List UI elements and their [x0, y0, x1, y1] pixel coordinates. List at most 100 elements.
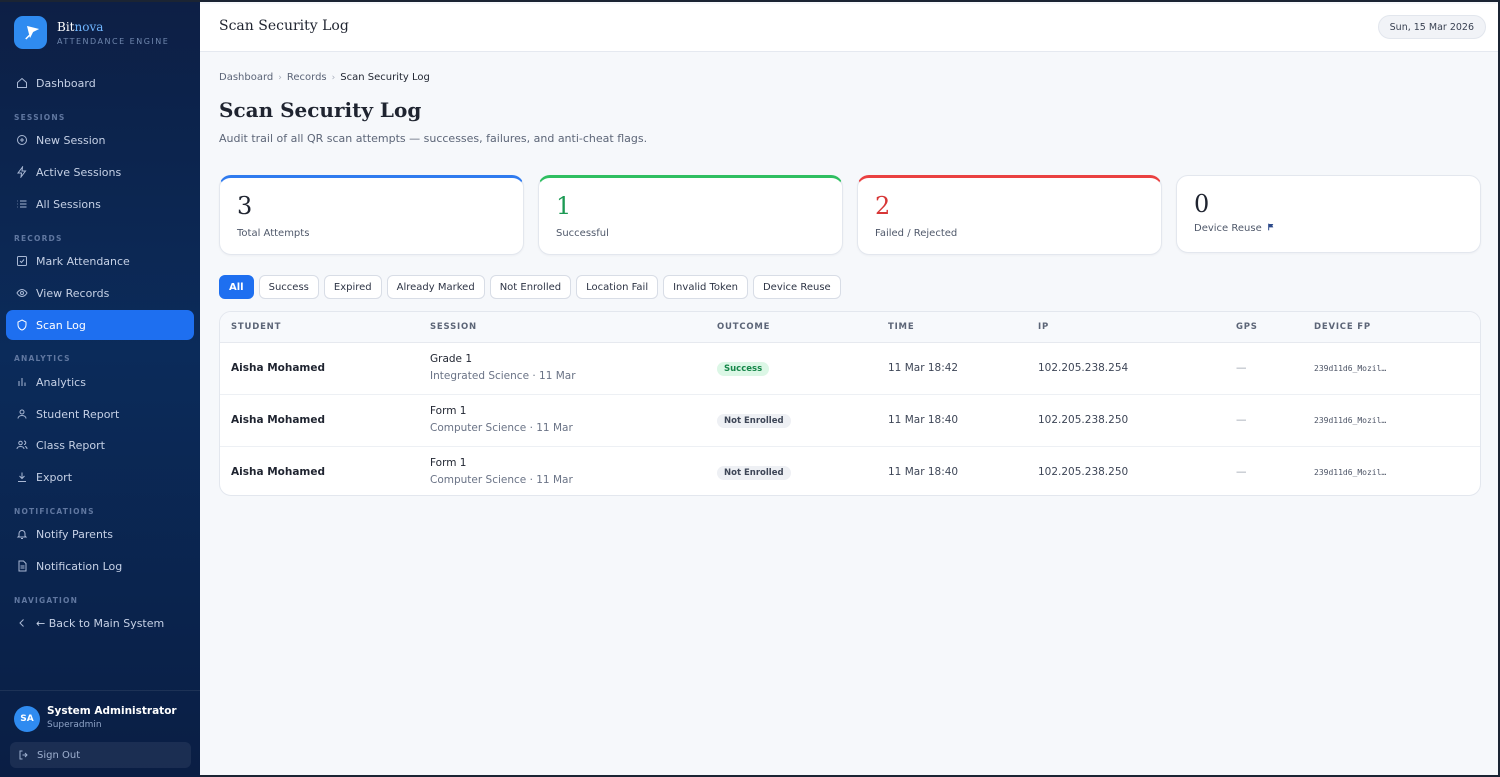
section-analytics: ANALYTICS: [14, 354, 71, 363]
user-role: Superadmin: [47, 720, 102, 730]
column-header-gps[interactable]: GPS: [1236, 322, 1258, 332]
top-bar-title: Scan Security Log: [219, 18, 349, 34]
home-icon: [15, 76, 29, 90]
cell-student: Aisha Mohamed: [231, 466, 325, 478]
stat-label: Successful: [556, 228, 609, 239]
cell-session-detail: Computer Science · 11 Mar: [430, 474, 573, 486]
sidebar-item-notify-parents[interactable]: Notify Parents: [6, 519, 194, 549]
sidebar-item-active-sessions[interactable]: Active Sessions: [6, 157, 194, 187]
table-row[interactable]: Aisha Mohamed Grade 1 Integrated Science…: [220, 343, 1480, 395]
column-header-session[interactable]: SESSION: [430, 322, 477, 332]
filter-location-fail[interactable]: Location Fail: [576, 275, 659, 299]
brand[interactable]: Bitnova ATTENDANCE ENGINE: [14, 16, 169, 49]
sidebar-item-label: Notify Parents: [36, 527, 113, 541]
table-row[interactable]: Aisha Mohamed Form 1 Computer Science · …: [220, 447, 1480, 495]
stat-value: 1: [556, 192, 572, 220]
brand-name: Bitnova: [57, 19, 104, 34]
stat-value: 2: [875, 192, 891, 220]
breadcrumb-current: Scan Security Log: [340, 72, 430, 83]
sidebar-item-label: ← Back to Main System: [36, 616, 165, 630]
cell-session-class: Form 1: [430, 457, 467, 469]
sidebar-item-mark-attendance[interactable]: Mark Attendance: [6, 246, 194, 276]
sidebar-item-dashboard[interactable]: Dashboard: [6, 68, 194, 98]
table-header: STUDENT SESSION OUTCOME TIME IP GPS DEVI…: [220, 312, 1480, 343]
cell-time: 11 Mar 18:42: [888, 362, 959, 374]
user-panel: SA System Administrator Superadmin Sign …: [0, 690, 200, 777]
cell-gps: —: [1236, 466, 1247, 478]
cell-session-class: Form 1: [430, 405, 467, 417]
sidebar-item-scan-log[interactable]: Scan Log: [6, 310, 194, 340]
sign-out-button[interactable]: Sign Out: [10, 742, 191, 768]
top-bar: Scan Security Log Sun, 15 Mar 2026: [200, 4, 1498, 52]
status-badge: Not Enrolled: [717, 414, 791, 428]
user-name: System Administrator: [47, 705, 177, 717]
sidebar-item-label: View Records: [36, 286, 110, 300]
sidebar-item-class-report[interactable]: Class Report: [6, 430, 194, 460]
eye-icon: [15, 286, 29, 300]
filter-invalid-token[interactable]: Invalid Token: [663, 275, 748, 299]
sidebar-item-label: Scan Log: [36, 318, 86, 332]
sidebar-item-label: Notification Log: [36, 559, 123, 573]
page-title: Scan Security Log: [219, 98, 422, 122]
cell-ip: 102.205.238.250: [1038, 414, 1129, 426]
sidebar-item-new-session[interactable]: New Session: [6, 125, 194, 155]
column-header-outcome[interactable]: OUTCOME: [717, 322, 771, 332]
chevron-left-icon: [15, 616, 29, 630]
plus-circle-icon: [15, 133, 29, 147]
filter-expired[interactable]: Expired: [323, 275, 382, 299]
stat-card-failed: 2 Failed / Rejected: [857, 175, 1162, 255]
brand-logo-icon: [14, 16, 47, 49]
filter-success[interactable]: Success: [258, 275, 319, 299]
bell-icon: [15, 527, 29, 541]
scan-log-table: STUDENT SESSION OUTCOME TIME IP GPS DEVI…: [219, 311, 1481, 496]
column-header-time[interactable]: TIME: [888, 322, 915, 332]
cell-session-detail: Integrated Science · 11 Mar: [430, 370, 576, 382]
filter-already-marked[interactable]: Already Marked: [386, 275, 485, 299]
main-content: Dashboard › Records › Scan Security Log …: [200, 52, 1498, 777]
cell-session-detail: Computer Science · 11 Mar: [430, 422, 573, 434]
bolt-icon: [15, 165, 29, 179]
stat-value: 3: [237, 192, 253, 220]
column-header-device-fp[interactable]: DEVICE FP: [1314, 322, 1371, 332]
shield-icon: [15, 318, 29, 332]
sidebar-item-label: All Sessions: [36, 197, 101, 211]
filter-all[interactable]: All: [219, 275, 254, 299]
sidebar: Bitnova ATTENDANCE ENGINE Dashboard SESS…: [0, 2, 200, 777]
breadcrumb-dashboard[interactable]: Dashboard: [219, 72, 274, 83]
sidebar-item-label: Analytics: [36, 375, 86, 389]
filter-device-reuse[interactable]: Device Reuse: [752, 275, 841, 299]
sidebar-item-export[interactable]: Export: [6, 462, 194, 492]
sidebar-item-notification-log[interactable]: Notification Log: [6, 551, 194, 581]
status-badge: Success: [717, 362, 770, 376]
sidebar-item-back-main[interactable]: ← Back to Main System: [6, 608, 194, 638]
cell-gps: —: [1236, 362, 1247, 374]
sidebar-item-view-records[interactable]: View Records: [6, 278, 194, 308]
table-row[interactable]: Aisha Mohamed Form 1 Computer Science · …: [220, 395, 1480, 447]
stat-label: Device Reuse: [1194, 223, 1275, 234]
section-notifications: NOTIFICATIONS: [14, 507, 95, 516]
sidebar-item-analytics[interactable]: Analytics: [6, 367, 194, 397]
breadcrumb-records[interactable]: Records: [286, 72, 327, 83]
breadcrumb-separator: ›: [278, 72, 282, 83]
stat-card-successful: 1 Successful: [538, 175, 843, 255]
stat-label: Total Attempts: [237, 228, 310, 239]
filter-not-enrolled[interactable]: Not Enrolled: [489, 275, 572, 299]
cell-device-fp: 239d11d6_Mozil…: [1314, 468, 1387, 477]
cell-ip: 102.205.238.250: [1038, 466, 1129, 478]
breadcrumb-separator: ›: [331, 72, 336, 83]
column-header-student[interactable]: STUDENT: [231, 322, 282, 332]
outcome-filter-bar: All Success Expired Already Marked Not E…: [219, 275, 841, 299]
section-navigation: NAVIGATION: [14, 596, 79, 605]
flag-icon: [1267, 223, 1275, 234]
sidebar-item-label: Active Sessions: [36, 165, 122, 179]
cell-session-class: Grade 1: [430, 353, 473, 365]
column-header-ip[interactable]: IP: [1038, 322, 1049, 332]
stat-value: 0: [1194, 190, 1210, 218]
sidebar-item-all-sessions[interactable]: All Sessions: [6, 189, 194, 219]
stat-card-total: 3 Total Attempts: [219, 175, 524, 255]
date-badge: Sun, 15 Mar 2026: [1377, 15, 1486, 39]
users-icon: [15, 438, 29, 452]
sidebar-item-student-report[interactable]: Student Report: [6, 399, 194, 429]
avatar: SA: [14, 706, 40, 732]
cell-device-fp: 239d11d6_Mozil…: [1314, 364, 1387, 373]
